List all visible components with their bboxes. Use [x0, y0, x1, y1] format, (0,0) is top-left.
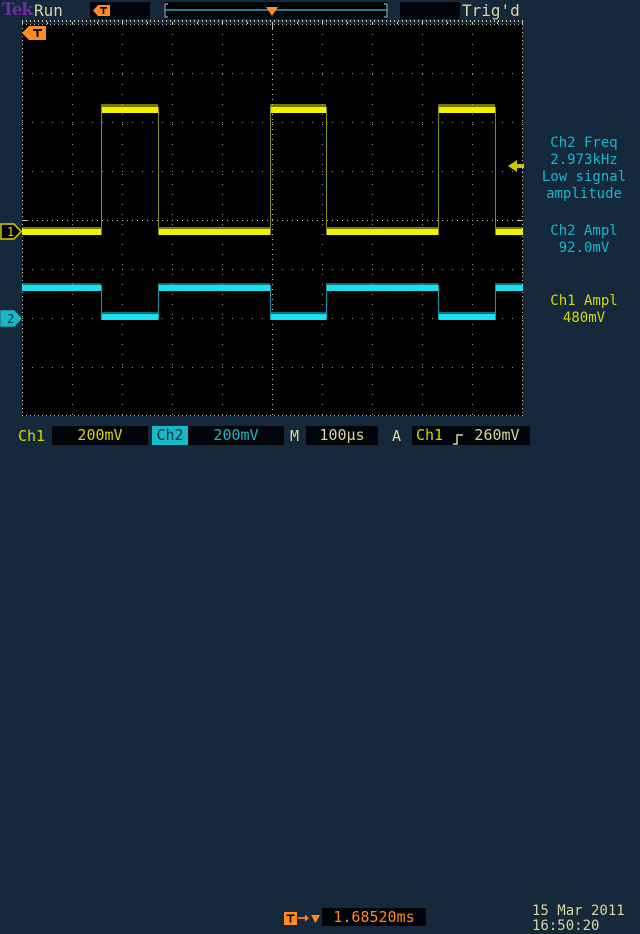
spacer — [528, 257, 640, 293]
ch1-trace-high — [101, 107, 158, 113]
top-status-bar: Tek Run Trig'd — [0, 0, 640, 22]
measurement-note-line1: Low signal — [541, 169, 627, 185]
svg-text:2: 2 — [7, 312, 14, 326]
ch2-trace-edge — [158, 285, 159, 320]
measurement-label: Ch2 Ampl — [550, 223, 618, 239]
bottom-settings-bar: Ch1 200mV Ch2 200mV M 100µs A Ch1 260mV — [0, 424, 640, 448]
ch1-trace-edge — [495, 107, 496, 235]
ch2-trace-edge — [495, 285, 496, 320]
trigger-marker-icon[interactable] — [22, 25, 46, 41]
timebase-value: 100µs — [319, 426, 365, 444]
ch2-trace-high — [495, 285, 523, 291]
ch2-scale-box[interactable] — [188, 426, 284, 445]
ch1-position-marker[interactable]: 1 — [0, 223, 22, 240]
ch2-scale-value: 200mV — [213, 426, 259, 444]
ch1-trace-low — [158, 229, 270, 235]
timebase-box[interactable] — [306, 426, 378, 445]
measurement-note-line2: amplitude — [546, 186, 622, 202]
ch2-trace-low — [270, 314, 326, 320]
measurement-value: 92.0mV — [558, 240, 610, 256]
time-ruler — [22, 20, 524, 25]
measurement-ch1-ampl[interactable]: Ch1 Ampl 480mV — [528, 293, 640, 327]
trigger-source-label[interactable]: A — [392, 427, 402, 445]
trigger-state-backdrop — [400, 2, 460, 19]
ch2-label[interactable]: Ch2 — [152, 426, 188, 445]
trigger-state-label: Trig'd — [462, 1, 520, 20]
ch1-trace-low — [495, 229, 523, 235]
ch2-trace-high — [22, 285, 101, 291]
trigger-level-arrow-icon[interactable] — [508, 158, 524, 174]
delay-readout-value: 1.68520ms — [333, 908, 415, 926]
timebase-label[interactable]: M — [290, 427, 300, 445]
ch2-trace-low — [101, 314, 158, 320]
ch1-trace-edge — [158, 107, 159, 235]
ch1-trace-low — [22, 229, 101, 235]
trigger-t-icon — [93, 3, 110, 18]
trigger-position-marker-icon[interactable] — [266, 1, 278, 16]
ch2-label-text: Ch2 — [156, 426, 184, 444]
delay-arrow-icon — [298, 910, 320, 923]
trigger-settings-box[interactable] — [412, 426, 530, 445]
ch1-trace-edge — [101, 107, 102, 235]
ch2-trace-low — [438, 314, 495, 320]
measurement-label: Ch2 Freq — [550, 135, 618, 151]
ch1-trace-high — [270, 107, 326, 113]
ch1-trace-edge — [326, 107, 327, 235]
ch2-trace-high — [326, 285, 438, 291]
waveform-graticule[interactable] — [22, 24, 523, 416]
ch2-trace-edge — [101, 285, 102, 320]
spacer — [528, 203, 640, 223]
trigger-level-value: 260mV — [474, 426, 520, 444]
measurement-ch2-ampl[interactable]: Ch2 Ampl 92.0mV — [528, 223, 640, 257]
footer-bar: 1.68520ms 15 Mar 2011 16:50:20 — [0, 452, 640, 934]
time-label: 16:50:20 — [532, 918, 600, 934]
measurement-value: 2.973kHz — [550, 152, 618, 168]
ch1-trace-low — [326, 229, 438, 235]
measurement-value: 480mV — [562, 310, 606, 326]
measurement-label: Ch1 Ampl — [550, 293, 618, 309]
ch2-trace-high — [158, 285, 270, 291]
ch1-trace-high — [438, 107, 495, 113]
measurement-panel: Ch2 Freq 2.973kHz Low signal amplitude C… — [528, 135, 640, 327]
measurement-ch2-freq[interactable]: Ch2 Freq 2.973kHz Low signal amplitude — [528, 135, 640, 203]
trigger-source-value: Ch1 — [416, 426, 444, 444]
rising-edge-icon — [452, 430, 464, 445]
date-label: 15 Mar 2011 — [532, 903, 625, 919]
ch2-trace-edge — [270, 285, 271, 320]
ch1-scale-value: 200mV — [77, 426, 123, 444]
ch1-label[interactable]: Ch1 — [18, 427, 46, 445]
svg-text:1: 1 — [7, 225, 14, 239]
ch1-scale-box[interactable] — [52, 426, 148, 445]
tek-logo: Tek — [2, 0, 33, 20]
ch2-trace-edge — [326, 285, 327, 320]
ch1-trace-edge — [438, 107, 439, 235]
ch2-position-marker[interactable]: 2 — [0, 310, 22, 327]
trigger-t-icon — [284, 910, 297, 925]
ch1-trace-edge — [270, 107, 271, 235]
acquisition-state-label[interactable]: Run — [34, 1, 63, 20]
ch2-trace-edge — [438, 285, 439, 320]
